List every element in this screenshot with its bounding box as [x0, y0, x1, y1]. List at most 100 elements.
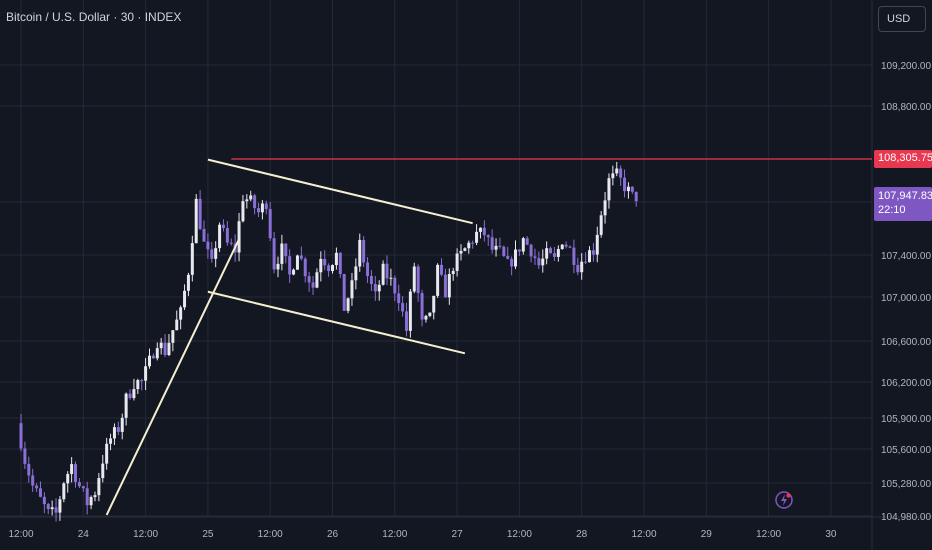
- candle-body: [529, 244, 533, 257]
- candle-body: [478, 227, 482, 232]
- candle-body: [249, 195, 253, 200]
- candle-body: [307, 276, 311, 283]
- candle-body: [404, 311, 408, 331]
- currency-button[interactable]: USD: [878, 6, 926, 32]
- candle-body: [552, 253, 556, 257]
- candle-body: [338, 252, 342, 274]
- candle-body: [381, 263, 385, 285]
- candle-body: [490, 237, 494, 250]
- candle-body: [210, 249, 214, 259]
- candle-body: [572, 247, 576, 265]
- candle-body: [214, 248, 218, 259]
- candle-body: [471, 242, 475, 244]
- candle-body: [38, 488, 42, 497]
- candle-body: [475, 231, 479, 243]
- candle-body: [607, 178, 611, 201]
- drawings[interactable]: [105, 158, 872, 516]
- candle-body: [440, 264, 444, 275]
- resistance-price-tag: 108,305.75: [874, 150, 932, 168]
- candle-body: [424, 315, 428, 320]
- last-price-tag: 107,947.83 22:10: [874, 187, 932, 221]
- trendline-channel-upper: [207, 158, 473, 225]
- time-tick-label: 12:00: [631, 529, 656, 540]
- candle-body: [225, 228, 229, 243]
- candle-body: [186, 274, 190, 291]
- candle-body: [202, 228, 206, 242]
- time-tick-label: 25: [202, 529, 214, 540]
- price-axis[interactable]: 109,200.00 108,800.00 107,400.00 107,000.00…: [881, 61, 931, 523]
- candle-body: [62, 483, 66, 500]
- resistance-price-label: 108,305.75: [878, 152, 932, 164]
- candle-body: [366, 262, 370, 277]
- candle-body: [167, 342, 171, 356]
- price-tick-label: 106,200.00: [881, 378, 931, 389]
- candle-body: [35, 485, 39, 489]
- candle-body: [354, 266, 358, 281]
- price-tick-label: 105,280.00: [881, 479, 931, 490]
- candle-body: [482, 227, 486, 236]
- time-tick-label: 12:00: [756, 529, 781, 540]
- candle-body: [541, 258, 545, 266]
- candle-body: [31, 475, 35, 486]
- candle-body: [144, 366, 148, 381]
- candle-body: [288, 256, 292, 275]
- time-tick-label: 26: [327, 529, 339, 540]
- candle-body: [112, 427, 116, 439]
- candle-body: [140, 380, 144, 382]
- candle-body: [85, 488, 89, 506]
- candle-body: [70, 464, 74, 474]
- time-tick-label: 28: [576, 529, 588, 540]
- candle-body: [369, 276, 373, 285]
- candle-body: [105, 443, 109, 464]
- candle-body: [463, 248, 467, 251]
- candle-body: [253, 195, 257, 209]
- candle-body: [323, 258, 327, 266]
- price-tick-label: 108,800.00: [881, 102, 931, 113]
- price-tick-label: 107,400.00: [881, 251, 931, 262]
- candle-body: [533, 256, 537, 259]
- candle-body: [432, 295, 436, 313]
- lightning-icon[interactable]: [774, 490, 794, 510]
- candle-body: [120, 417, 124, 432]
- candle-body: [416, 266, 420, 294]
- candle-body: [377, 284, 381, 292]
- candle-body: [626, 186, 630, 192]
- candle-body: [151, 355, 155, 359]
- candle-body: [506, 255, 510, 259]
- time-tick-label: 12:00: [382, 529, 407, 540]
- candle-body: [179, 307, 183, 320]
- candle-body: [580, 261, 584, 273]
- candle-body: [19, 423, 23, 449]
- candle-body: [280, 243, 284, 264]
- candle-body: [315, 272, 319, 288]
- time-axis[interactable]: 12:00 24 12:00 25 12:00 26 12:00 27 12:00 28 12:00…: [8, 529, 836, 540]
- candle-body: [50, 507, 54, 510]
- candle-body: [23, 448, 27, 464]
- candle-body: [101, 463, 105, 479]
- countdown-label: 22:10: [878, 204, 906, 216]
- candle-body: [634, 191, 638, 202]
- candle-body: [264, 203, 268, 210]
- price-tick-label: 109,200.00: [881, 61, 931, 72]
- candle-body: [408, 291, 412, 331]
- price-tick-label: 105,600.00: [881, 445, 931, 456]
- candle-body: [89, 497, 93, 506]
- candle-body: [560, 244, 564, 250]
- candle-body: [284, 243, 288, 257]
- candle-body: [42, 496, 46, 505]
- candle-body: [498, 245, 502, 247]
- candle-body: [420, 293, 424, 320]
- candle-body: [623, 177, 627, 192]
- candle-body: [525, 238, 529, 245]
- candle-body: [412, 266, 416, 292]
- candle-body: [27, 463, 31, 476]
- candle-body: [327, 265, 331, 272]
- candle-body: [556, 249, 560, 257]
- candle-body: [93, 495, 97, 498]
- last-price-label: 107,947.83: [878, 190, 932, 202]
- candle-body: [272, 238, 276, 270]
- candle-body: [221, 224, 225, 229]
